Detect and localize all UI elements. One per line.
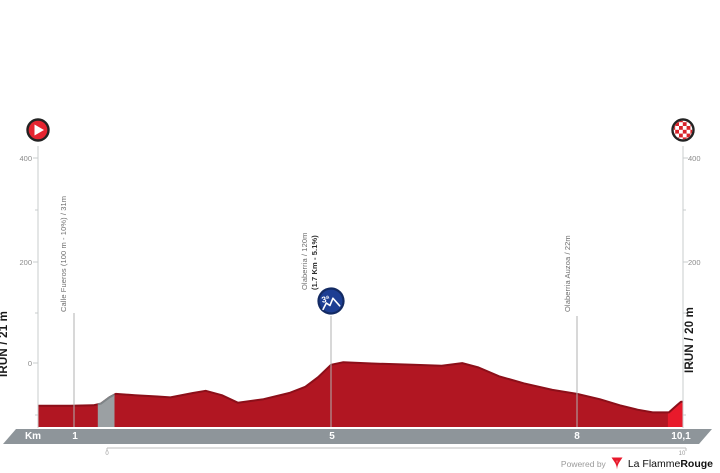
y-axis-left	[33, 146, 39, 428]
steep-gradient-section	[667, 401, 683, 427]
start-play-icon	[26, 118, 50, 142]
y-tick-left-400: 400	[19, 154, 32, 163]
gray-climb-edge	[97, 393, 115, 406]
y-axis-right	[682, 146, 688, 428]
climb-category-label: 3ª	[321, 293, 332, 305]
waypoint-label-olaberria-auzoa: Olaberria Auzoa / 22m	[563, 235, 572, 312]
footer: Powered by La FlammeRouge	[561, 457, 713, 470]
la-flamme-rouge-logo-icon	[611, 457, 623, 470]
elevation-profile-layer	[38, 361, 683, 427]
brand-regular: La Flamme	[627, 457, 681, 470]
y-tick-left-0: 0	[27, 359, 32, 368]
finish-location-label: IRUN / 20 m	[684, 306, 696, 373]
ruler-start-label: 0	[105, 451, 109, 457]
y-tick-right-200: 200	[688, 258, 701, 267]
elevation-area	[38, 362, 683, 427]
waypoint-label-calle-fueros: Calle Fueros (100 m - 10%) / 31m	[59, 195, 68, 312]
distance-ruler	[106, 447, 687, 451]
y-tick-right-0: 0	[688, 359, 693, 368]
waypoint-olaberria-name: Olaberria / 120m	[300, 232, 309, 290]
elevation-edge-line	[38, 361, 683, 414]
waypoint-label-olaberria: Olaberria / 120m (1.7 Km - 5.1%)	[300, 233, 320, 290]
km-axis-unit: Km	[24, 431, 42, 442]
start-location-label: IRUN / 21 m	[0, 311, 10, 377]
ruler-end-label: 10	[678, 451, 686, 457]
km-tick-5: 5	[329, 431, 335, 442]
waypoint-marker-lines	[73, 313, 578, 427]
powered-by-label: Powered by	[560, 458, 606, 469]
waypoint-olaberria-gradient: (1.7 Km - 5.1%)	[310, 235, 319, 290]
km-tick-10-1: 10,1	[671, 431, 691, 442]
mountain-icon	[322, 297, 341, 311]
km-tick-8: 8	[574, 431, 580, 442]
category-3-climb-badge: 3ª	[317, 287, 345, 315]
km-tick-1: 1	[72, 431, 78, 442]
km-axis-bar	[3, 429, 712, 444]
y-tick-left-200: 200	[19, 258, 32, 267]
finish-checkered-icon	[671, 118, 695, 142]
brand-bold: Rouge	[680, 457, 713, 470]
y-tick-right-400: 400	[688, 154, 701, 163]
la-flamme-rouge-brand-link[interactable]: La FlammeRouge	[628, 458, 713, 470]
gray-climb-section	[97, 394, 115, 427]
